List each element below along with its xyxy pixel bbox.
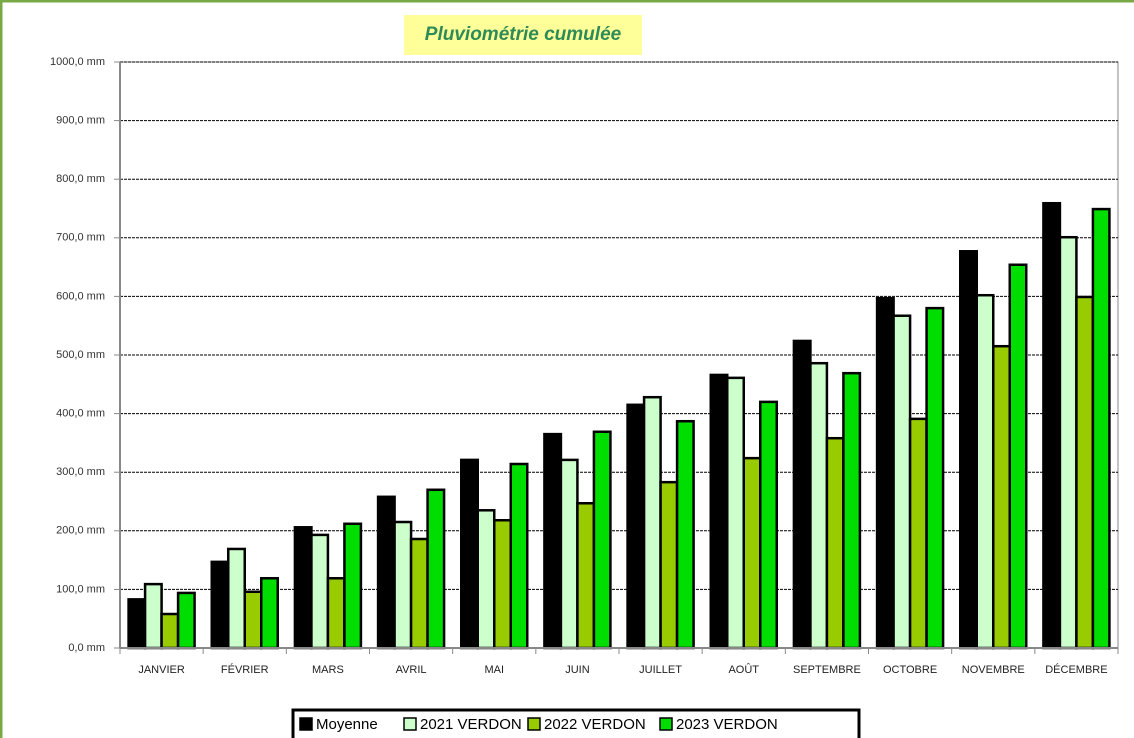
x-tick-label: DÉCEMBRE: [1045, 663, 1107, 676]
legend-label: 2023 VERDON: [676, 716, 778, 733]
legend-swatch: [403, 717, 417, 731]
bar: [959, 250, 978, 650]
bar: [792, 339, 812, 650]
bar: [426, 488, 446, 650]
bar: [460, 458, 479, 650]
x-tick-label: SEPTEMBRE: [793, 664, 861, 676]
bar: [293, 526, 313, 650]
bar: [543, 432, 563, 650]
legend-label: 2022 VERDON: [544, 716, 646, 733]
y-tick-label: 400,0 mm: [56, 408, 105, 420]
bar: [759, 400, 778, 650]
bar: [227, 547, 246, 650]
legend-label: 2021 VERDON: [420, 716, 522, 733]
bar: [975, 293, 995, 650]
bar: [476, 509, 496, 650]
bar: [626, 403, 646, 650]
y-tick-label: 200,0 mm: [56, 525, 105, 537]
bar: [1075, 295, 1095, 650]
x-tick-label: AVRIL: [396, 664, 427, 676]
bar: [509, 462, 529, 650]
bar: [709, 373, 729, 650]
bar: [825, 436, 845, 650]
bar: [642, 395, 662, 650]
bar: [493, 519, 512, 650]
bar: [409, 537, 429, 650]
bar: [726, 376, 745, 650]
bar: [1058, 235, 1078, 650]
bar: [659, 480, 679, 650]
bar: [243, 590, 263, 650]
x-tick-label: JANVIER: [138, 664, 185, 676]
legend-swatch: [527, 717, 541, 731]
legend-swatch: [659, 717, 673, 731]
title-box: [404, 15, 642, 55]
bar: [143, 582, 163, 650]
y-tick-label: 100,0 mm: [56, 583, 105, 595]
bar: [992, 344, 1011, 650]
bar: [908, 417, 928, 650]
bar: [576, 502, 596, 650]
bar: [742, 456, 762, 650]
y-tick-label: 0,0 mm: [68, 642, 105, 654]
bar: [127, 598, 147, 650]
bar: [326, 577, 346, 650]
bar: [1008, 263, 1028, 650]
bar: [210, 560, 230, 650]
chart-title: Pluviométrie cumulée: [425, 24, 622, 45]
legend-box: [291, 708, 861, 738]
bar: [1042, 201, 1062, 650]
bar: [892, 314, 912, 650]
bar: [809, 361, 829, 650]
y-tick-label: 800,0 mm: [56, 173, 105, 185]
bar: [160, 612, 180, 650]
legend-label: Moyenne: [316, 716, 378, 733]
bar: [310, 533, 330, 650]
legend-swatch: [299, 717, 313, 731]
x-tick-label: NOVEMBRE: [962, 664, 1025, 676]
x-tick-label: FÉVRIER: [221, 663, 269, 676]
x-tick-label: JUIN: [565, 664, 590, 676]
x-tick-label: MARS: [312, 664, 344, 676]
bar: [393, 520, 413, 650]
bar: [592, 430, 612, 650]
bar: [875, 296, 895, 650]
y-tick-label: 900,0 mm: [56, 115, 105, 127]
y-tick-label: 300,0 mm: [56, 466, 105, 478]
bar: [176, 591, 196, 650]
bar: [1091, 207, 1111, 650]
x-tick-label: OCTOBRE: [883, 664, 937, 676]
x-tick-label: AOÛT: [728, 663, 759, 676]
x-tick-label: MAI: [484, 664, 504, 676]
bar: [559, 458, 579, 650]
bar: [925, 306, 945, 650]
y-tick-label: 700,0 mm: [56, 232, 105, 244]
bar: [260, 577, 279, 650]
y-tick-label: 1000,0 mm: [50, 56, 105, 68]
bar: [376, 495, 396, 650]
bar: [842, 371, 862, 650]
y-tick-label: 500,0 mm: [56, 349, 105, 361]
bar: [343, 522, 363, 650]
bar: [675, 419, 695, 650]
x-tick-label: JUILLET: [639, 664, 682, 676]
y-tick-label: 600,0 mm: [56, 290, 105, 302]
